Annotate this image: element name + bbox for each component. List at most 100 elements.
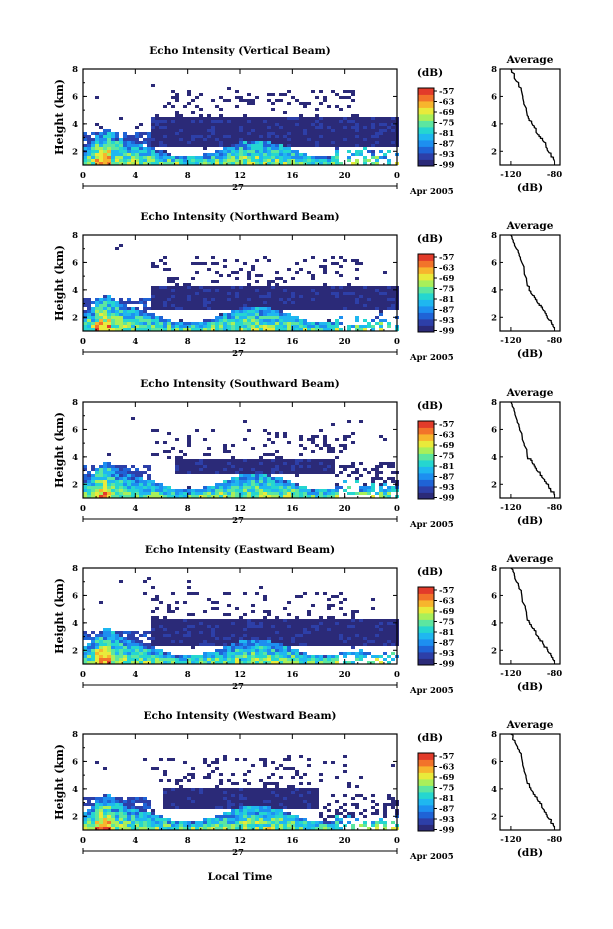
heatmap-cell [307,613,311,616]
heatmap-cell [211,280,215,283]
heatmap-cell [247,658,251,661]
heatmap-cell [255,295,259,298]
heatmap-cell [147,298,151,301]
heatmap-cell [231,655,235,658]
heatmap-cell [291,631,295,634]
heatmap-cell [263,622,267,625]
heatmap-cell [171,156,175,159]
heatmap-cell [199,628,203,631]
heatmap-cell [219,637,223,640]
heatmap-cell [119,818,123,821]
colorbar-tick-label: -57 [439,253,454,263]
heatmap-cell [123,471,127,474]
heatmap-cell [179,456,183,459]
heatmap-cell [367,640,371,643]
heatmap-cell [99,634,103,637]
heatmap-cell [139,322,143,325]
heatmap-cell [275,634,279,637]
heatmap-cell [107,307,111,310]
heatmap-cell [271,459,275,462]
heatmap-cell [211,162,215,165]
heatmap-cell [103,307,107,310]
heatmap-cell [131,652,135,655]
heatmap-cell [103,634,107,637]
heatmap-cell [95,474,99,477]
heatmap-cell [239,661,243,664]
heatmap-cell [335,492,339,495]
heatmap-cell [103,135,107,138]
heatmap-cell [195,794,199,797]
heatmap-cell [335,634,339,637]
heatmap-cell [215,815,219,818]
heatmap-cell [123,483,127,486]
heatmap-cell [99,827,103,830]
heatmap-cell [207,631,211,634]
heatmap-cell [251,147,255,150]
heatmap-cell [215,818,219,821]
heatmap-cell [279,486,283,489]
y-tick-label: 2 [72,646,78,656]
heatmap-cell [279,147,283,150]
heatmap-cell [99,147,103,150]
heatmap-cell [159,289,163,292]
heatmap-cell [271,292,275,295]
heatmap-cell [227,492,231,495]
colorbar-swatch [418,325,434,333]
heatmap-cell [223,818,227,821]
heatmap-cell [103,658,107,661]
heatmap-cell [367,625,371,628]
heatmap-cell [111,319,115,322]
heatmap-cell [247,316,251,319]
heatmap-cell [95,153,99,156]
heatmap-cell [279,307,283,310]
heatmap-cell [167,489,171,492]
heatmap-cell [103,465,107,468]
heatmap-cell [295,150,299,153]
heatmap-cell [303,631,307,634]
heatmap-cell [263,159,267,162]
heatmap-cell [311,631,315,634]
heatmap-cell [119,480,123,483]
heatmap-cell [107,821,111,824]
heatmap-cell [179,286,183,289]
heatmap-cell [163,827,167,830]
heatmap-cell [387,631,391,634]
heatmap-cell [91,477,95,480]
heatmap-cell [391,138,395,141]
heatmap-cell [195,328,199,331]
heatmap-cell [239,628,243,631]
heatmap-cell [155,126,159,129]
heatmap-cell [211,468,215,471]
heatmap-cell [291,328,295,331]
heatmap-cell [367,298,371,301]
heatmap-cell [131,495,135,498]
heatmap-cell [267,129,271,132]
heatmap-cell [175,292,179,295]
heatmap-cell [315,114,319,117]
heatmap-cell [327,447,331,450]
heatmap-cell [151,84,155,87]
heatmap-cell [327,598,331,601]
heatmap-cell [207,462,211,465]
heatmap-cell [339,631,343,634]
heatmap-cell [279,468,283,471]
heatmap-cell [319,144,323,147]
heatmap-cell [371,640,375,643]
heatmap-cell [347,420,351,423]
heatmap-cell [255,325,259,328]
heatmap-cell [239,156,243,159]
avg-y-tick-label: 8 [491,564,497,574]
heatmap-cell [375,126,379,129]
heatmap-cell [191,307,195,310]
heatmap-cell [271,483,275,486]
heatmap-cell [155,316,159,319]
heatmap-cell [135,652,139,655]
heatmap-cell [107,646,111,649]
heatmap-cell [283,322,287,325]
heatmap-cell [355,319,359,322]
heatmap-cell [259,622,263,625]
heatmap-cell [327,135,331,138]
heatmap-cell [315,138,319,141]
heatmap-cell [139,313,143,316]
heatmap-cell [247,99,251,102]
